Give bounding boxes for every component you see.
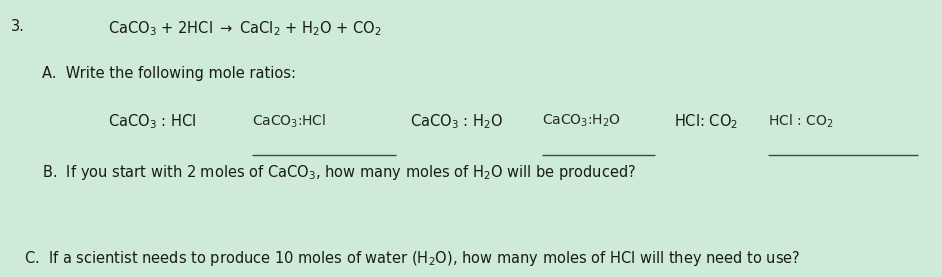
Text: A.  Write the following mole ratios:: A. Write the following mole ratios: [42,66,297,81]
Text: HCl : CO$_2$: HCl : CO$_2$ [768,112,833,130]
Text: B.  If you start with 2 moles of CaCO$_3$, how many moles of H$_2$O will be prod: B. If you start with 2 moles of CaCO$_3$… [42,163,637,183]
Text: CaCO$_3$:HCl: CaCO$_3$:HCl [252,112,327,130]
Text: CaCO$_3$ : HCl: CaCO$_3$ : HCl [108,112,197,131]
Text: CaCO$_3$ + 2HCl $\rightarrow$ CaCl$_2$ + H$_2$O + CO$_2$: CaCO$_3$ + 2HCl $\rightarrow$ CaCl$_2$ +… [108,19,382,38]
Text: C.  If a scientist needs to produce 10 moles of water (H$_2$O), how many moles o: C. If a scientist needs to produce 10 mo… [24,249,800,268]
Text: CaCO$_3$:H$_2$O: CaCO$_3$:H$_2$O [542,112,621,129]
Text: HCl: CO$_2$: HCl: CO$_2$ [674,112,738,131]
Text: CaCO$_3$ : H$_2$O: CaCO$_3$ : H$_2$O [410,112,503,131]
Text: 3.: 3. [11,19,25,34]
